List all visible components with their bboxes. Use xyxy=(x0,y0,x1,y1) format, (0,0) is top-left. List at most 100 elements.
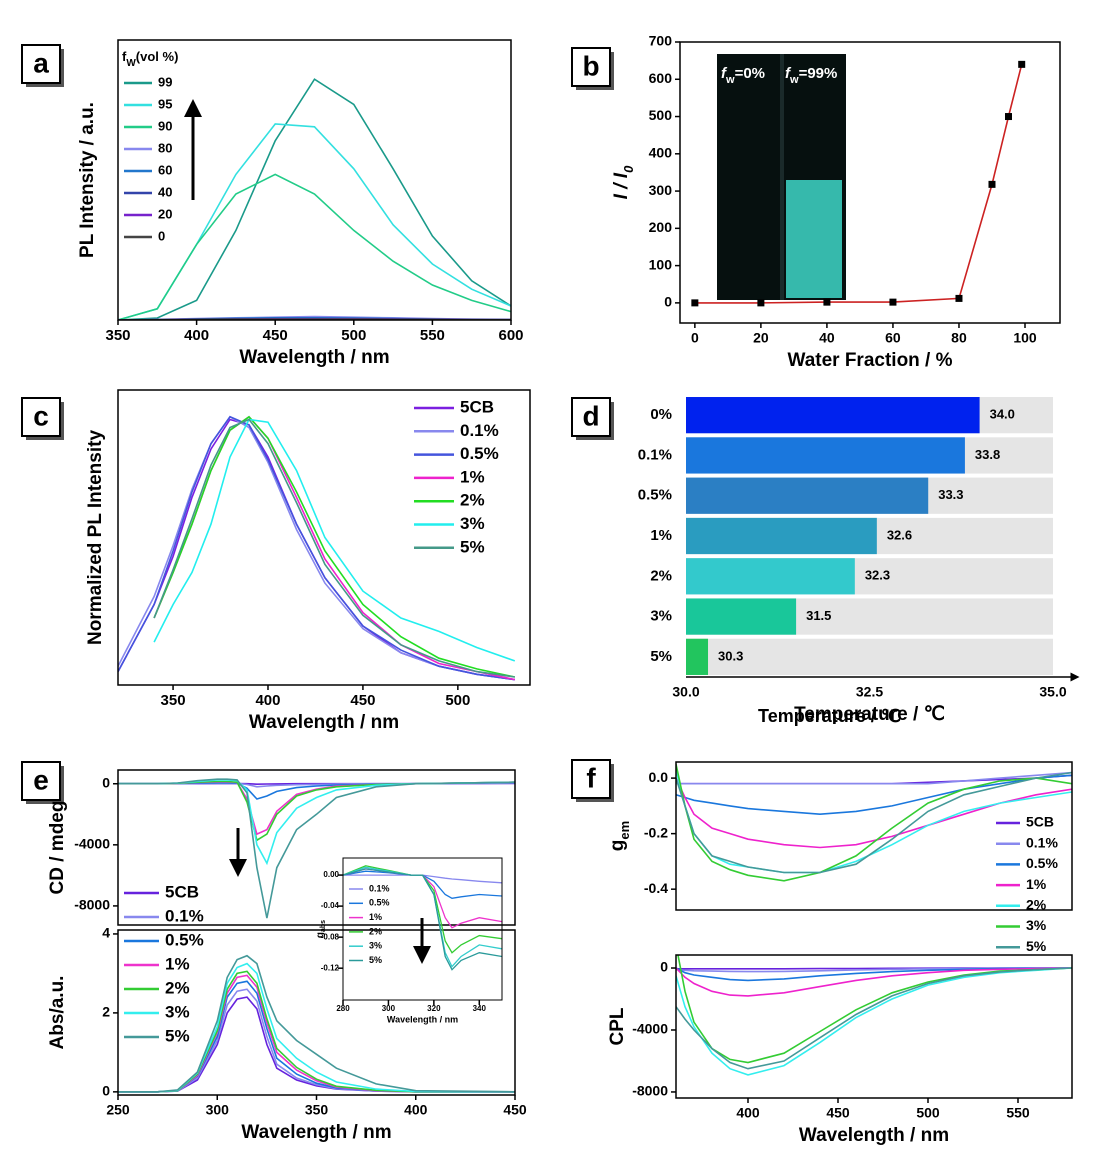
legend-label: 0.5% xyxy=(165,930,204,949)
series-line xyxy=(153,418,516,662)
panel-label: b xyxy=(582,50,599,81)
y-axis-label-part: abs xyxy=(320,920,327,932)
bar xyxy=(686,558,855,595)
legend-label: 90 xyxy=(158,118,172,133)
panel-label: a xyxy=(33,47,49,78)
legend-label: 95 xyxy=(158,96,172,111)
legend-label: 3% xyxy=(460,514,485,533)
y-tick-label: -8000 xyxy=(632,1083,668,1099)
value-label: 33.8 xyxy=(975,447,1000,462)
series-line xyxy=(343,870,502,899)
x-tick-label: 340 xyxy=(473,1004,487,1013)
y-axis-label: gabs xyxy=(315,920,328,938)
x-tick-label: 450 xyxy=(263,327,288,344)
y-tick-label: 0.1% xyxy=(638,446,672,463)
series-line xyxy=(676,777,1072,849)
x-tick-label: 550 xyxy=(420,327,445,344)
y-tick-label: -4000 xyxy=(632,1021,668,1037)
x-axis-label: Temperature / ℃ xyxy=(758,706,901,726)
y-tick-label: -8000 xyxy=(74,897,110,913)
legend-label: 0.1% xyxy=(165,906,204,925)
legend-label: 1% xyxy=(460,467,485,486)
y-axis-label: CPL xyxy=(607,1007,628,1045)
legend-label: 0.5% xyxy=(1026,855,1058,871)
legend-label: 0.5% xyxy=(369,898,390,908)
panel-label-box xyxy=(571,759,611,799)
legend-label: 1% xyxy=(165,954,190,973)
value-label: 32.6 xyxy=(887,527,912,542)
panel-label-box xyxy=(571,47,611,87)
y-tick-label: 2 xyxy=(102,1004,110,1020)
series-line xyxy=(118,780,515,842)
y-tick-label: 0% xyxy=(650,406,672,423)
value-label: 34.0 xyxy=(990,407,1015,422)
bar xyxy=(686,477,929,514)
series-line xyxy=(118,78,511,320)
y-axis-label-part: g xyxy=(315,932,326,938)
x-tick-label: 32.5 xyxy=(856,684,883,700)
y-tick-label: -0.08 xyxy=(321,932,340,941)
series-line xyxy=(676,967,1072,1070)
legend-label: 5CB xyxy=(1026,814,1054,830)
series-line xyxy=(118,415,515,681)
plot-frame xyxy=(117,769,516,926)
y-axis-label-part: em xyxy=(617,821,632,840)
panel-label-box xyxy=(571,397,611,437)
y-tick-label: 2% xyxy=(650,567,672,584)
x-tick-label: 280 xyxy=(336,1004,350,1013)
x-tick-label: 30.0 xyxy=(672,684,699,700)
marker xyxy=(1004,113,1012,121)
bar xyxy=(686,437,965,474)
legend-label: 5CB xyxy=(165,882,199,901)
x-tick-label: 400 xyxy=(736,1105,760,1121)
series-line xyxy=(676,771,1072,874)
y-axis-label: I / I0 xyxy=(611,165,636,199)
series-line xyxy=(153,415,515,678)
legend-label: 2% xyxy=(460,491,485,510)
y-tick-label: 300 xyxy=(649,182,673,198)
x-tick-label: 450 xyxy=(826,1105,850,1121)
y-tick-label: 200 xyxy=(649,219,673,235)
x-tick-label: 0 xyxy=(691,330,699,346)
x-tick-label: 300 xyxy=(382,1004,396,1013)
legend-label: 60 xyxy=(158,162,172,177)
panel-label: e xyxy=(33,764,49,795)
value-label: 33.3 xyxy=(938,487,963,502)
legend-label: 2% xyxy=(165,978,190,997)
marker xyxy=(823,298,831,306)
y-tick-label: 100 xyxy=(649,256,673,272)
x-axis-label: Wavelength / nm xyxy=(241,1122,391,1143)
x-tick-label: 350 xyxy=(161,692,186,709)
y-tick-label: 600 xyxy=(649,70,673,86)
x-tick-label: 60 xyxy=(885,330,901,346)
legend-label: 2% xyxy=(369,926,382,936)
legend-label: 5% xyxy=(1026,938,1047,954)
x-tick-label: 35.0 xyxy=(1039,684,1066,700)
y-tick-label: 3% xyxy=(650,608,672,625)
legend-label: 5% xyxy=(369,955,382,965)
y-tick-label: 400 xyxy=(649,145,673,161)
x-tick-label: 500 xyxy=(445,692,470,709)
series-line xyxy=(118,779,515,866)
photo-label-part: f xyxy=(721,65,728,82)
photo-label-part: w xyxy=(789,74,799,86)
y-axis-label: Normalized PL Intensity xyxy=(85,430,106,645)
legend-label: 0.5% xyxy=(460,444,499,463)
x-tick-label: 350 xyxy=(105,327,130,344)
plot-frame xyxy=(117,389,531,686)
x-tick-label: 300 xyxy=(206,1102,230,1118)
y-tick-label: -0.2 xyxy=(644,824,668,840)
x-axis-label: Temperature / ℃ xyxy=(794,704,945,725)
y-tick-label: -0.04 xyxy=(321,901,340,910)
y-tick-label: 1% xyxy=(650,527,672,544)
panel-label: f xyxy=(586,762,596,793)
y-tick-label: -4000 xyxy=(74,836,110,852)
panel-label-box xyxy=(21,761,61,801)
y-tick-label: 700 xyxy=(649,33,673,49)
photo-label: fw=0% xyxy=(721,65,765,86)
legend-label: 3% xyxy=(1026,917,1047,933)
x-tick-label: 500 xyxy=(341,327,366,344)
x-tick-label: 400 xyxy=(184,327,209,344)
series-line xyxy=(343,865,502,954)
y-tick-label: 0 xyxy=(102,1083,110,1099)
